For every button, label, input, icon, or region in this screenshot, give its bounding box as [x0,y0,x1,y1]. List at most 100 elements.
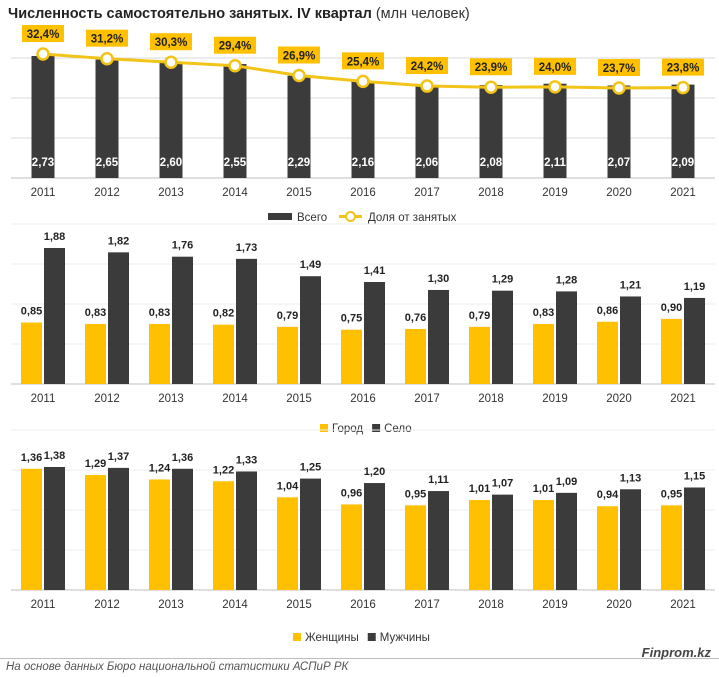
point-share-2018 [484,80,498,94]
xtick-1-2018: 2018 [478,187,504,199]
bar-total-2018 [479,85,503,178]
xtick-1-2021: 2021 [670,187,696,199]
label-3-s1-2013: 1,24 [149,462,171,474]
bar-2-s2-2019 [556,291,577,384]
xtick-2-2017: 2017 [414,393,440,405]
label-2-s2-2018: 1,29 [492,274,513,286]
label-3-s2-2018: 1,07 [492,478,513,490]
label-2-s1-2011: 0,85 [21,306,42,318]
xtick-3-2019: 2019 [542,599,568,611]
title-unit: (млн человек) [375,6,470,22]
bar-2-s1-2011 [21,322,42,384]
point-share-2014 [228,58,242,73]
label-bg-share-2012 [86,29,128,47]
xtick-3-2011: 2011 [31,599,56,611]
label-2-s1-2019: 0,83 [533,307,554,319]
label-3-s2-2015: 1,25 [300,462,321,474]
label-bg-share-2019 [534,57,576,75]
bar-3-s2-2016 [364,483,385,590]
label-3-s2-2019: 1,09 [556,476,577,488]
label-2-s2-2020: 1,21 [620,279,641,291]
point-share-2019 [548,80,562,94]
label-3-s1-2018: 1,01 [469,483,490,495]
label-share-2014: 29,4% [219,41,252,53]
bar-3-s1-2019 [533,499,554,590]
point-share-2020 [612,81,626,95]
label-share-2017: 24,2% [411,61,444,73]
bar-2-s1-2013 [149,323,170,384]
bar-3-s1-2011 [21,468,42,590]
xtick-2-2018: 2018 [478,393,504,405]
label-3-s2-2014: 1,33 [236,454,257,466]
bar-total-2014 [223,64,247,178]
xtick-3-2017: 2017 [414,599,440,611]
bar-3-s1-2021 [661,505,682,590]
legend-swatch-2-s1 [320,424,328,432]
chart-title: Численность самостоятельно занятых. IV к… [8,6,470,22]
legend-swatch-share-marker [345,211,356,222]
bar-2-s1-2017 [405,329,426,384]
bar-2-s1-2020 [597,321,618,384]
label-bg-share-2020 [598,59,640,76]
label-2-s1-2016: 0,75 [341,313,362,325]
label-2-s2-2016: 1,41 [364,265,385,277]
xtick-3-2020: 2020 [606,599,632,611]
label-total-2018: 2,08 [480,157,503,169]
point-share-2021 [676,80,690,95]
bar-2-s2-2016 [364,282,385,384]
xtick-3-2018: 2018 [478,599,504,611]
xtick-1-2015: 2015 [286,187,312,199]
xtick-3-2012: 2012 [94,599,120,611]
label-2-s1-2021: 0,90 [661,302,682,314]
label-bg-share-2011 [22,25,64,42]
label-total-2017: 2,06 [416,157,438,169]
xtick-2-2019: 2019 [542,393,568,405]
label-total-2015: 2,29 [288,157,310,169]
legend-label-2-s1: Город [332,423,363,435]
xtick-1-2019: 2019 [542,187,568,199]
legend-label-2-s2: Село [384,423,412,435]
xtick-1-2020: 2020 [606,187,632,199]
label-share-2012: 31,2% [91,34,124,46]
bar-3-s2-2021 [684,487,705,590]
xtick-1-2013: 2013 [158,187,184,199]
bar-2-s2-2021 [684,297,705,384]
xtick-1-2012: 2012 [94,187,120,199]
bar-2-s1-2012 [85,323,106,384]
legend-swatch-3-s2 [367,633,376,641]
label-2-s2-2014: 1,73 [236,242,257,254]
legend-swatch-2-s2 [372,424,381,432]
label-share-2013: 30,3% [155,37,188,49]
bar-total-2021 [671,84,695,178]
bar-2-s2-2011 [44,248,65,384]
xtick-2-2011: 2011 [31,393,56,405]
label-bg-share-2016 [342,52,384,70]
bar-3-s2-2012 [108,467,129,590]
label-total-2021: 2,09 [672,157,694,169]
label-2-s1-2017: 0,76 [405,312,426,324]
label-total-2016: 2,16 [352,157,374,169]
label-3-s1-2015: 1,04 [277,480,299,492]
bar-3-s1-2016 [341,504,362,590]
label-bg-share-2014 [214,36,256,54]
bar-3-s1-2018 [469,499,490,590]
label-2-s1-2015: 0,79 [277,310,298,322]
legend-swatch-3-s1 [293,633,301,641]
xtick-1-2014: 2014 [222,187,248,199]
label-3-s1-2020: 0,94 [597,489,619,501]
label-3-s2-2020: 1,13 [620,472,641,484]
label-total-2014: 2,55 [224,157,247,169]
bar-2-s1-2019 [533,323,554,384]
title-text: Численность самостоятельно занятых. IV к… [8,6,372,22]
point-share-2015 [292,68,306,83]
xtick-2-2016: 2016 [350,393,376,405]
label-2-s1-2013: 0,83 [149,307,170,319]
bar-2-s2-2012 [108,252,129,384]
xtick-2-2012: 2012 [94,393,120,405]
point-share-2016 [356,74,370,89]
bar-3-s2-2019 [556,492,577,590]
label-bg-share-2018 [470,58,512,76]
bar-2-s1-2015 [277,326,298,384]
bar-2-s2-2017 [428,289,449,384]
